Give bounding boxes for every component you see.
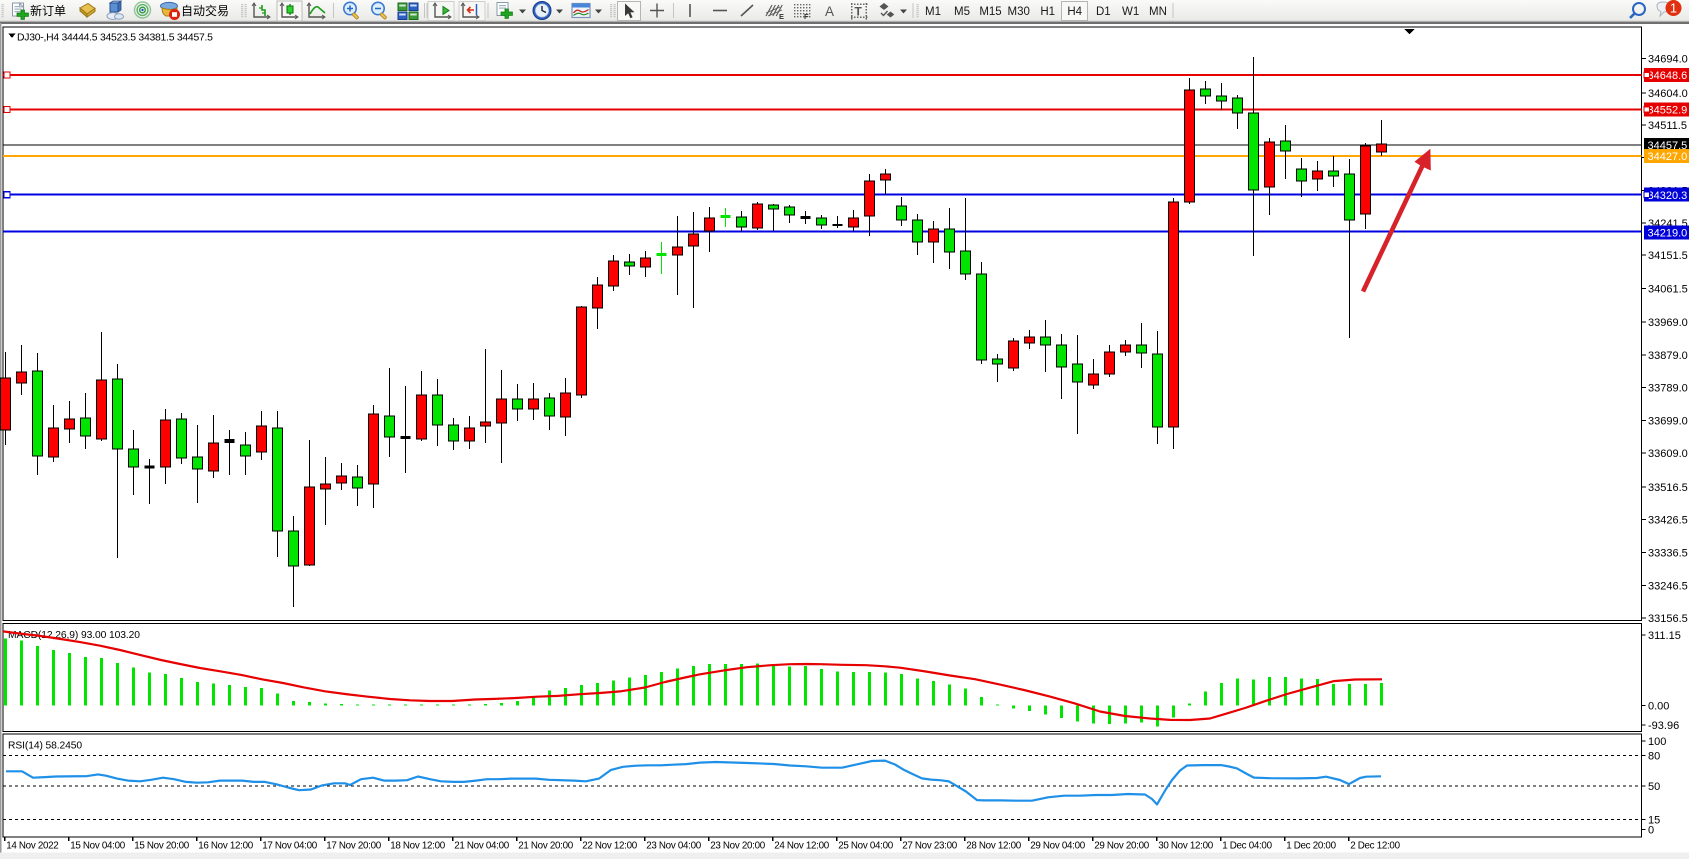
svg-text:100: 100 [1648,736,1666,748]
svg-text:MACD(12,26,9) 93.00 103.20: MACD(12,26,9) 93.00 103.20 [8,630,140,641]
svg-text:0.00: 0.00 [1648,701,1669,713]
svg-text:21 Nov 04:00: 21 Nov 04:00 [454,841,510,852]
svg-text:21 Nov 20:00: 21 Nov 20:00 [518,841,574,852]
svg-text:34320.3: 34320.3 [1648,190,1688,202]
svg-text:311.15: 311.15 [1648,630,1681,642]
svg-text:33969.0: 33969.0 [1648,317,1688,329]
svg-text:16 Nov 12:00: 16 Nov 12:00 [198,841,254,852]
svg-text:DJ30-,H4 34444.5 34523.5 3438: DJ30-,H4 34444.5 34523.5 34381.5 34457.5 [17,33,213,44]
svg-text:34694.0: 34694.0 [1648,53,1688,65]
svg-text:33516.5: 33516.5 [1648,482,1688,494]
svg-text:17 Nov 04:00: 17 Nov 04:00 [262,841,318,852]
svg-text:15 Nov 04:00: 15 Nov 04:00 [70,841,126,852]
svg-text:33336.5: 33336.5 [1648,548,1688,560]
svg-text:34219.0: 34219.0 [1648,228,1688,240]
svg-text:W1: W1 [1122,6,1139,18]
svg-text:22 Nov 12:00: 22 Nov 12:00 [582,841,638,852]
svg-text:34511.5: 34511.5 [1648,120,1687,132]
svg-text:H1: H1 [1040,6,1055,18]
svg-text:29 Nov 04:00: 29 Nov 04:00 [1030,841,1086,852]
svg-text:25 Nov 04:00: 25 Nov 04:00 [838,841,894,852]
svg-text:自动交易: 自动交易 [181,3,229,18]
svg-text:33699.0: 33699.0 [1648,416,1688,428]
svg-text:新订单: 新订单 [30,3,66,18]
svg-text:18 Nov 12:00: 18 Nov 12:00 [390,841,446,852]
svg-text:0: 0 [1648,825,1654,837]
svg-text:1 Dec 04:00: 1 Dec 04:00 [1222,841,1272,852]
svg-text:34552.9: 34552.9 [1648,105,1688,117]
svg-text:M30: M30 [1008,6,1030,18]
svg-text:33246.5: 33246.5 [1648,580,1688,592]
svg-text:80: 80 [1648,751,1660,763]
svg-text:17 Nov 20:00: 17 Nov 20:00 [326,841,382,852]
svg-text:M5: M5 [954,6,970,18]
svg-text:M1: M1 [925,6,941,18]
svg-text:34427.0: 34427.0 [1648,151,1688,163]
svg-text:23 Nov 04:00: 23 Nov 04:00 [646,841,702,852]
svg-text:50: 50 [1648,781,1660,793]
svg-text:M15: M15 [979,6,1001,18]
svg-text:D1: D1 [1096,6,1111,18]
svg-text:15: 15 [1648,815,1660,827]
svg-text:F: F [804,12,809,21]
svg-text:30 Nov 12:00: 30 Nov 12:00 [1158,841,1214,852]
svg-text:33156.5: 33156.5 [1648,613,1688,625]
svg-text:33789.0: 33789.0 [1648,383,1688,395]
svg-text:A: A [825,4,834,19]
svg-text:RSI(14) 58.2450: RSI(14) 58.2450 [8,741,82,752]
svg-text:1: 1 [1670,1,1677,16]
svg-text:-93.96: -93.96 [1648,720,1679,732]
svg-text:E: E [779,12,784,21]
svg-text:34648.6: 34648.6 [1648,70,1688,82]
svg-text:33426.5: 33426.5 [1648,515,1688,527]
svg-text:34604.0: 34604.0 [1648,88,1688,100]
svg-text:29 Nov 20:00: 29 Nov 20:00 [1094,841,1150,852]
svg-text:33879.0: 33879.0 [1648,350,1688,362]
svg-text:1 Dec 20:00: 1 Dec 20:00 [1286,841,1336,852]
svg-text:34061.5: 34061.5 [1648,283,1688,295]
svg-text:MN: MN [1149,6,1167,18]
svg-text:T: T [855,5,863,19]
svg-text:14 Nov 2022: 14 Nov 2022 [6,841,58,852]
svg-text:15 Nov 20:00: 15 Nov 20:00 [134,841,190,852]
svg-text:33609.0: 33609.0 [1648,448,1688,460]
svg-text:H4: H4 [1067,6,1082,18]
svg-text:2 Dec 12:00: 2 Dec 12:00 [1350,841,1400,852]
svg-text:23 Nov 20:00: 23 Nov 20:00 [710,841,766,852]
svg-text:34151.5: 34151.5 [1648,250,1688,262]
svg-text:27 Nov 23:00: 27 Nov 23:00 [902,841,958,852]
svg-text:28 Nov 12:00: 28 Nov 12:00 [966,841,1022,852]
svg-text:24 Nov 12:00: 24 Nov 12:00 [774,841,830,852]
